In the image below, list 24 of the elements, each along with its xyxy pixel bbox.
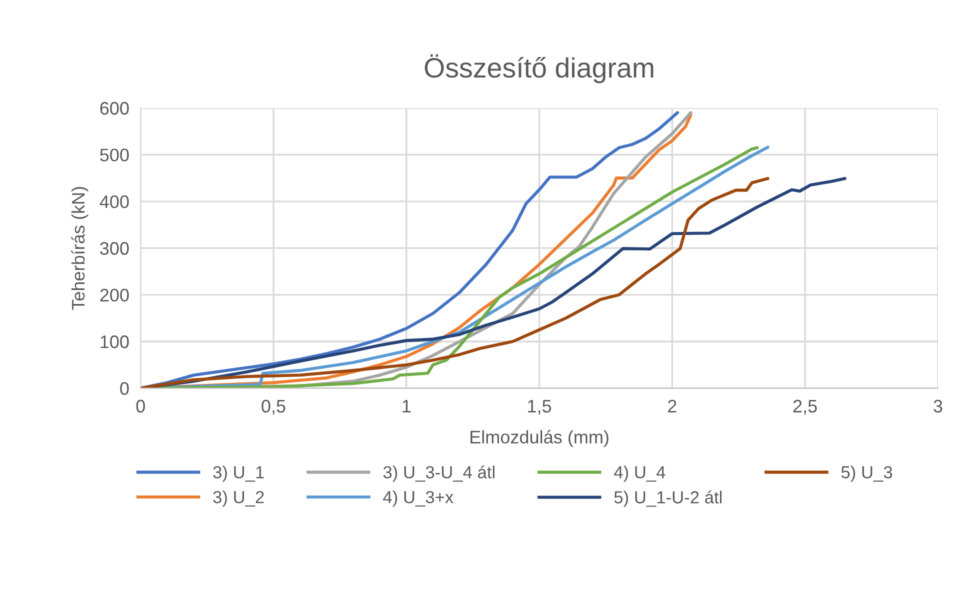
legend-label: 5) U_3 bbox=[841, 466, 892, 482]
legend-label: 4) U_3+x bbox=[383, 490, 454, 507]
y-axis-title: Teherbírás (kN) bbox=[71, 187, 88, 310]
y-tick-label: 300 bbox=[100, 242, 129, 255]
x-tick-label: 0,5 bbox=[262, 400, 286, 415]
y-tick-label: 0 bbox=[120, 382, 129, 395]
legend-label: 3) U_3-U_4 átl bbox=[383, 465, 494, 482]
x-axis-title: Elmozdulás (mm) bbox=[470, 430, 608, 448]
x-tick-label: 1,5 bbox=[528, 400, 552, 415]
x-tick-label: 2,5 bbox=[793, 400, 817, 415]
legend-label: 3) U_2 bbox=[213, 490, 264, 507]
x-tick-label: 0 bbox=[136, 400, 145, 413]
y-tick-label: 400 bbox=[100, 195, 129, 208]
legend-label: 3) U_1 bbox=[213, 466, 264, 482]
chart-title: Összesítő diagram bbox=[424, 54, 654, 84]
legend-label: 5) U_1-U-2 átl bbox=[614, 490, 722, 507]
legend-label: 4) U_4 bbox=[614, 466, 666, 482]
x-tick-label: 3 bbox=[934, 400, 942, 413]
y-tick-label: 500 bbox=[100, 148, 129, 162]
y-tick-label: 100 bbox=[100, 335, 129, 348]
x-tick-label: 2 bbox=[668, 400, 676, 412]
y-tick-label: 600 bbox=[100, 102, 129, 115]
y-tick-label: 200 bbox=[100, 288, 129, 302]
x-tick-label: 1 bbox=[402, 400, 411, 412]
